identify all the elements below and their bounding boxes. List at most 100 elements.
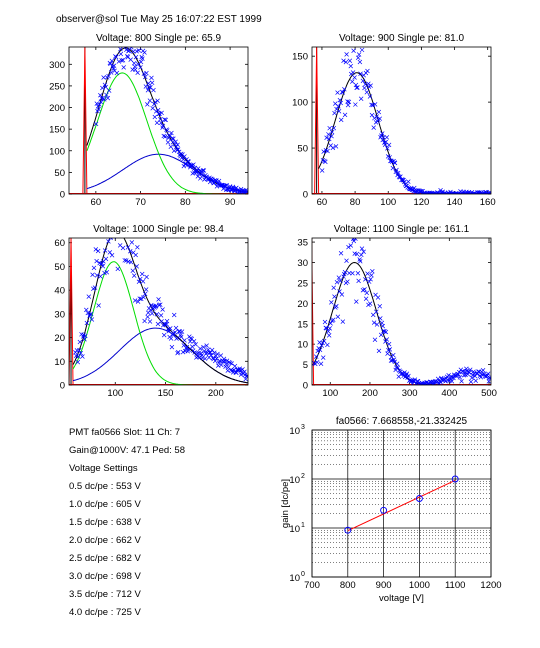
data-point-marker xyxy=(380,323,386,329)
data-point-marker xyxy=(139,271,145,277)
data-point-marker xyxy=(121,65,126,70)
data-point-marker xyxy=(109,58,115,64)
data-point-marker xyxy=(354,251,360,257)
data-point-marker xyxy=(384,337,390,342)
y-tick-label: 10 xyxy=(289,426,300,437)
data-point-marker xyxy=(449,378,455,384)
data-point-marker xyxy=(385,351,390,356)
data-point-marker xyxy=(85,310,91,316)
data-point-marker xyxy=(443,379,448,384)
data-point-marker xyxy=(119,210,123,214)
data-point-marker xyxy=(101,75,106,80)
data-point-marker xyxy=(142,318,147,324)
data-point-marker xyxy=(98,274,103,279)
data-point-marker xyxy=(330,145,336,151)
data-point-marker xyxy=(245,189,248,194)
data-point-marker xyxy=(158,313,164,318)
data-point-marker xyxy=(380,137,385,143)
data-point-marker xyxy=(402,179,407,185)
data-point-marker xyxy=(360,78,366,84)
x-tick-label: 60 xyxy=(91,197,102,208)
data-point-marker xyxy=(410,381,415,385)
data-point-marker xyxy=(469,375,475,381)
data-point-marker xyxy=(122,258,127,263)
pedestal-curve xyxy=(69,238,74,385)
data-point-marker xyxy=(92,285,98,290)
data-point-marker xyxy=(377,116,383,121)
y-axis-label: gain [dc/pe] xyxy=(280,479,291,528)
gain-info-line: Gain@1000V: 47.1 Ped: 58 xyxy=(69,445,185,456)
data-point-marker xyxy=(228,360,233,366)
data-point-marker xyxy=(220,359,226,364)
data-point-marker xyxy=(319,168,325,173)
y-tick-exponent: 3 xyxy=(301,424,305,431)
data-point-marker xyxy=(128,57,133,62)
y-tick-exponent: 1 xyxy=(301,522,305,529)
data-point-marker xyxy=(111,218,115,222)
data-point-marker xyxy=(138,65,143,70)
data-point-marker xyxy=(181,157,186,162)
data-point-marker xyxy=(347,58,353,64)
voltage-setting-2: 1.0 dc/pe : 605 V xyxy=(69,499,141,510)
data-point-marker xyxy=(158,302,163,307)
data-point-marker xyxy=(99,261,105,266)
data-point-marker xyxy=(115,218,119,222)
x-tick-label: 100 xyxy=(322,388,338,399)
data-point-marker xyxy=(191,339,197,344)
data-point-marker xyxy=(100,263,106,269)
data-point-marker xyxy=(332,294,337,299)
data-point-marker xyxy=(133,67,138,72)
data-point-marker xyxy=(350,271,355,276)
x-tick-label: 100 xyxy=(380,197,396,208)
plot-area xyxy=(69,210,248,385)
panel-title: Voltage: 1100 Single pe: 161.1 xyxy=(334,224,470,235)
data-point-marker xyxy=(131,60,137,66)
data-point-marker xyxy=(111,66,116,71)
data-point-marker xyxy=(456,369,462,375)
data-point-marker xyxy=(149,311,155,316)
data-point-marker xyxy=(337,97,343,103)
y-tick-label: 10 xyxy=(54,357,65,368)
data-point-marker xyxy=(171,136,176,142)
data-point-marker xyxy=(336,108,342,114)
data-point-marker xyxy=(364,290,370,296)
data-point-marker xyxy=(165,140,171,145)
data-point-marker xyxy=(330,317,336,322)
data-point-marker xyxy=(163,322,168,327)
data-point-marker xyxy=(133,54,139,60)
data-point-marker xyxy=(150,105,155,111)
y-tick-label: 50 xyxy=(54,262,65,273)
y-tick-label: 5 xyxy=(303,360,308,371)
data-point-marker xyxy=(472,373,478,379)
data-point-marker xyxy=(178,334,184,340)
data-point-marker xyxy=(215,351,220,357)
plot-frame xyxy=(68,46,249,195)
data-point-marker xyxy=(468,379,474,385)
data-point-marker xyxy=(140,56,145,61)
data-point-marker xyxy=(135,70,140,75)
data-point-marker xyxy=(149,302,154,308)
data-point-marker xyxy=(336,275,342,280)
data-point-marker xyxy=(201,168,207,173)
data-point-marker xyxy=(386,142,392,148)
data-point-marker xyxy=(459,378,464,384)
x-tick-label: 160 xyxy=(480,197,496,208)
gain-vs-voltage-panel: fa0566: 7.668558,-21.332425 700 800 900 1000… xyxy=(280,416,502,604)
data-point-marker xyxy=(216,178,222,184)
data-point-marker xyxy=(342,269,348,275)
data-point-marker xyxy=(147,98,153,103)
data-point-marker xyxy=(144,70,149,76)
data-point-marker xyxy=(386,347,391,353)
y-tick-label: 50 xyxy=(54,168,65,179)
x-tick-label: 200 xyxy=(362,388,378,399)
data-point-marker xyxy=(351,238,357,244)
data-point-marker xyxy=(394,361,400,367)
data-point-marker xyxy=(356,52,362,57)
data-point-marker xyxy=(88,311,94,317)
data-point-marker xyxy=(328,321,333,326)
panel-title: fa0566: 7.668558,-21.332425 xyxy=(336,416,468,427)
data-point-marker xyxy=(200,168,206,173)
data-point-marker xyxy=(137,296,143,301)
data-point-marker xyxy=(126,48,132,53)
data-point-marker xyxy=(219,362,224,368)
